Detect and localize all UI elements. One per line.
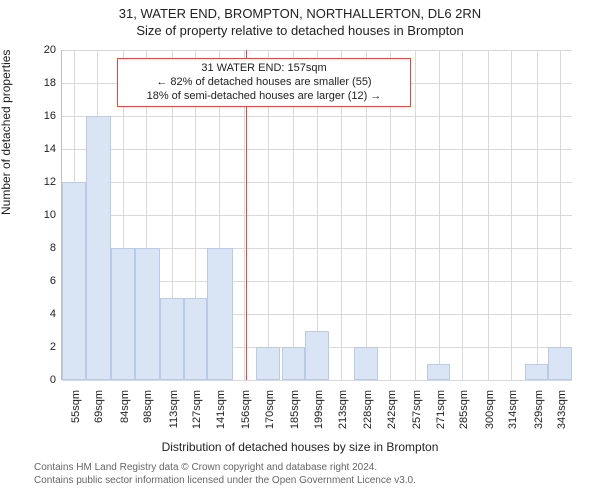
x-tick-label: 228sqm [362,390,374,440]
grid-line-v [415,50,416,380]
histogram-bar [525,364,549,381]
histogram-bar [256,347,280,380]
x-tick-label: 84sqm [119,390,131,440]
annotation-line3: 18% of semi-detached houses are larger (… [124,90,404,104]
y-tick-label: 6 [26,275,56,287]
footer-line2: Contains public sector information licen… [34,475,416,488]
histogram-bar [86,116,111,380]
histogram-bar [111,248,135,380]
grid-line-v [560,50,561,380]
annotation-box: 31 WATER END: 157sqm ← 82% of detached h… [117,58,411,107]
histogram-bar [354,347,378,380]
x-tick-label: 213sqm [337,390,349,440]
histogram-bar [427,364,451,381]
histogram-bar [548,347,572,380]
grid-line-v [439,50,440,380]
x-tick-label: 329sqm [533,390,545,440]
chart-title-main: 31, WATER END, BROMPTON, NORTHALLERTON, … [0,0,600,21]
y-tick-label: 4 [26,308,56,320]
y-tick-label: 18 [26,77,56,89]
grid-line-h [62,380,572,381]
x-tick-label: 257sqm [411,390,423,440]
histogram-bar [305,331,329,381]
x-tick-label: 343sqm [556,390,568,440]
y-tick-label: 12 [26,176,56,188]
histogram-bar [160,298,184,381]
y-axis-label: Number of detached properties [0,50,13,215]
histogram-bar [282,347,306,380]
x-tick-label: 141sqm [215,390,227,440]
x-tick-label: 285sqm [458,390,470,440]
chart-title-sub: Size of property relative to detached ho… [0,21,600,42]
y-tick-label: 10 [26,209,56,221]
footer-attribution: Contains HM Land Registry data © Crown c… [34,462,416,487]
x-tick-label: 156sqm [240,390,252,440]
footer-line1: Contains HM Land Registry data © Crown c… [34,462,416,475]
x-tick-label: 185sqm [289,390,301,440]
y-tick-label: 14 [26,143,56,155]
y-tick-label: 2 [26,341,56,353]
histogram-bar [207,248,232,380]
x-tick-label: 98sqm [142,390,154,440]
grid-line-v [462,50,463,380]
histogram-bar [135,248,160,380]
annotation-line1: 31 WATER END: 157sqm [124,62,404,76]
x-tick-label: 271sqm [435,390,447,440]
y-tick-label: 0 [26,374,56,386]
x-tick-label: 242sqm [386,390,398,440]
y-tick-label: 20 [26,44,56,56]
x-tick-label: 300sqm [484,390,496,440]
x-tick-label: 199sqm [313,390,325,440]
histogram-bar [184,298,208,381]
x-tick-label: 55sqm [70,390,82,440]
x-axis-label: Distribution of detached houses by size … [0,440,600,454]
grid-line-v [511,50,512,380]
grid-line-v [537,50,538,380]
chart-container: 31, WATER END, BROMPTON, NORTHALLERTON, … [0,0,600,500]
x-tick-label: 314sqm [507,390,519,440]
grid-line-v [488,50,489,380]
x-tick-label: 127sqm [191,390,203,440]
y-tick-label: 16 [26,110,56,122]
x-tick-label: 113sqm [168,390,180,440]
histogram-bar [62,182,86,380]
annotation-line2: ← 82% of detached houses are smaller (55… [124,76,404,90]
x-tick-label: 170sqm [264,390,276,440]
x-tick-label: 69sqm [93,390,105,440]
y-tick-label: 8 [26,242,56,254]
